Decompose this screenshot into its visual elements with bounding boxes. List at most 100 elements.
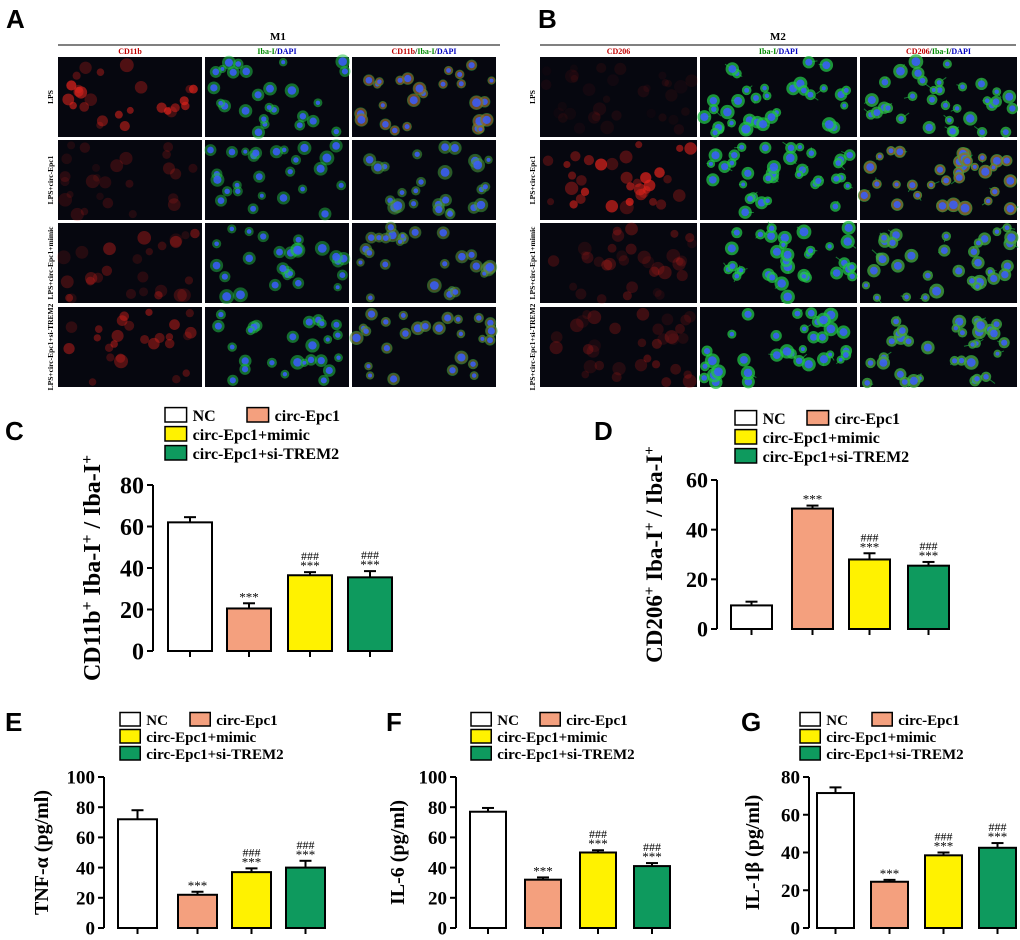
- cell-signal: [128, 209, 137, 219]
- cell-signal: [115, 353, 126, 363]
- cell-nucleus: [245, 254, 253, 263]
- cell-signal: [675, 257, 684, 266]
- cell-signal: [169, 233, 183, 247]
- cell-nucleus: [943, 102, 948, 108]
- cell-nucleus: [828, 352, 833, 357]
- cell-signal: [609, 322, 621, 335]
- significance-hashes: ###: [920, 539, 938, 553]
- micrograph: [56, 223, 202, 304]
- cell-nucleus: [824, 120, 834, 129]
- cell-nucleus: [932, 286, 942, 296]
- cell-signal: [576, 175, 587, 186]
- micrograph: [540, 140, 697, 220]
- cell-signal: [60, 176, 70, 187]
- cell-signal: [685, 74, 699, 88]
- cell-signal: [169, 319, 180, 331]
- cell-nucleus: [729, 331, 735, 337]
- micrograph: [352, 140, 496, 220]
- legend-swatch: [799, 745, 821, 761]
- cell-nucleus: [213, 175, 222, 184]
- cell-nucleus: [392, 127, 398, 134]
- cell-nucleus: [822, 61, 831, 70]
- cell-signal: [182, 369, 190, 377]
- cell-signal: [92, 272, 104, 283]
- y-tick-label: 20: [686, 567, 708, 592]
- cell-nucleus: [446, 291, 453, 298]
- cell-signal: [570, 318, 584, 333]
- column-header: Iba-I/DAPI: [257, 47, 296, 56]
- y-tick-label: 20: [76, 888, 95, 909]
- cell-nucleus: [382, 261, 389, 268]
- cell-nucleus: [955, 267, 963, 275]
- cell-nucleus: [487, 319, 494, 327]
- bar: [978, 846, 1017, 929]
- cell-nucleus: [952, 358, 958, 364]
- cell-nucleus: [366, 364, 371, 369]
- cell-nucleus: [1003, 262, 1012, 270]
- cell-nucleus: [487, 337, 493, 344]
- significance-stars: ***: [533, 863, 553, 878]
- cell-nucleus: [309, 117, 317, 125]
- significance-stars: ***: [860, 539, 880, 554]
- legend-swatch: [246, 406, 270, 423]
- cell-nucleus: [838, 357, 843, 362]
- cell-signal: [75, 245, 89, 259]
- legend-swatch: [164, 406, 188, 423]
- cell-signal: [65, 293, 74, 302]
- significance-stars: ***: [300, 558, 320, 573]
- cell-signal: [651, 261, 665, 276]
- y-tick-label: 0: [697, 617, 708, 642]
- significance-hashes: ###: [297, 838, 315, 852]
- cell-signal: [114, 110, 123, 119]
- cell-nucleus: [992, 98, 1000, 105]
- cell-nucleus: [243, 149, 248, 154]
- column-header-part: /: [775, 47, 779, 56]
- cell-signal: [165, 333, 174, 341]
- cell-nucleus: [235, 188, 241, 194]
- cell-nucleus: [843, 87, 849, 93]
- cell-nucleus: [387, 224, 394, 231]
- bar: [907, 564, 950, 630]
- cell-signal: [658, 71, 667, 80]
- legend-swatch: [806, 409, 830, 426]
- cell-nucleus: [276, 248, 283, 256]
- cell-nucleus: [867, 360, 874, 366]
- cell-nucleus: [729, 160, 735, 166]
- cell-nucleus: [220, 67, 225, 71]
- micrograph: [857, 140, 1019, 220]
- cell-signal: [66, 80, 77, 91]
- cell-signal: [163, 107, 172, 115]
- cell-signal: [683, 370, 692, 379]
- cell-nucleus: [960, 203, 970, 213]
- micrograph: [205, 54, 351, 139]
- legend-swatch: [470, 728, 492, 744]
- cell-nucleus: [429, 281, 439, 290]
- cell-nucleus: [458, 81, 464, 87]
- bar: [848, 558, 891, 631]
- legend-swatch: [734, 409, 758, 426]
- cell-nucleus: [452, 289, 459, 295]
- cell-signal: [658, 113, 667, 122]
- cell-signal: [96, 68, 105, 76]
- cell-nucleus: [899, 327, 906, 334]
- cell-nucleus: [229, 377, 236, 384]
- cell-nucleus: [218, 100, 223, 106]
- cell-signal: [587, 310, 602, 325]
- cell-nucleus: [373, 163, 382, 172]
- cell-nucleus: [835, 160, 842, 166]
- significance-stars: ***: [803, 492, 823, 507]
- legend: NC circ-Epc1 circ-Epc1+mimic circ-Epc1+si-T…: [164, 406, 340, 463]
- cell-signal: [126, 106, 134, 114]
- cell-signal: [172, 375, 181, 384]
- significance-stars: ***: [239, 589, 259, 604]
- legend-swatch: [119, 745, 141, 761]
- cell-signal: [622, 291, 632, 301]
- cell-nucleus: [485, 262, 495, 272]
- y-axis-title-part: +: [79, 601, 96, 610]
- cell-signal: [682, 374, 697, 388]
- cell-nucleus: [972, 164, 977, 169]
- cell-nucleus: [295, 279, 302, 287]
- cell-signal: [140, 334, 150, 344]
- cell-signal: [116, 315, 128, 326]
